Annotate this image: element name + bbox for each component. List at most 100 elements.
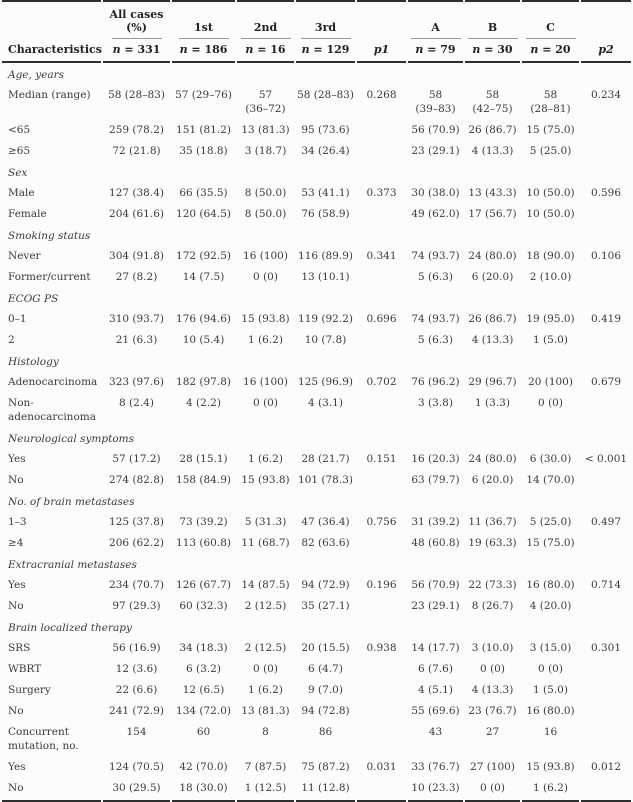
table-cell: 16 — [543, 726, 558, 738]
table-cell: 56 (70.9) — [411, 579, 460, 591]
row-label: No — [8, 600, 24, 612]
table-cell — [357, 469, 406, 490]
table-cell — [357, 392, 406, 427]
table-cell — [357, 700, 406, 721]
table-cell: 28 (15.1) — [179, 453, 228, 465]
table-cell — [581, 700, 631, 721]
n-symbol: n — [179, 43, 188, 56]
row-label: ≥65 — [8, 145, 31, 157]
table-cell: 0.012 — [590, 761, 622, 773]
table-cell: 0.938 — [366, 642, 397, 654]
table-cell: 12 (3.6) — [115, 663, 158, 675]
table-cell: 4 (13.3) — [471, 145, 514, 157]
table-cell: 182 (97.8) — [176, 376, 231, 388]
table-cell: 0.497 — [590, 516, 622, 528]
table-cell: 23 (76.7) — [468, 705, 517, 717]
table-cell: 2 (10.0) — [529, 271, 572, 283]
row-label: 1–3 — [8, 516, 27, 528]
table-cell: 14 (17.7) — [411, 642, 460, 654]
table-cell: 2 (12.5) — [244, 600, 287, 612]
table-row-yes: Yes 124 (70.5) 42 (70.0) 7 (87.5) 75 (87.2) 0… — [2, 756, 631, 777]
table-cell: 20 (100) — [528, 376, 573, 388]
table-cell: 3 (3.8) — [418, 397, 453, 409]
row-label: Median (range) — [8, 89, 91, 101]
row-label: Female — [8, 208, 47, 220]
table-cell — [357, 140, 406, 161]
table-cell: 151 (81.2) — [176, 124, 231, 136]
p1-header: p1 — [357, 39, 406, 63]
column-group-label: 3rd — [314, 21, 337, 34]
n-count-value: = 79 — [423, 43, 456, 56]
table-cell: 19 (95.0) — [526, 313, 575, 325]
table-cell: 8 (50.0) — [244, 208, 287, 220]
column-group-a: A — [408, 0, 463, 39]
table-cell: 6 (3.2) — [186, 663, 221, 675]
table-cell — [581, 721, 631, 756]
table-row-male: Male 127 (38.4) 66 (35.5) 8 (50.0) 53 (41.1)… — [2, 182, 631, 203]
table-cell: 6 (30.0) — [529, 453, 572, 465]
table-cell: 18 (90.0) — [526, 250, 575, 262]
section-row-brain-localized-therapy: Brain localized therapy — [2, 616, 631, 637]
table-cell: 35 (27.1) — [301, 600, 350, 612]
spanner-rule — [111, 36, 162, 39]
table-cell: 58 (28–83) — [297, 89, 354, 101]
table-row-65: <65 259 (78.2) 151 (81.2) 13 (81.3) 95 (73.6… — [2, 119, 631, 140]
column-group-label: All cases (%) — [109, 8, 164, 34]
column-group-label: 2nd — [253, 21, 278, 34]
table-cell: 0.268 — [366, 89, 397, 101]
n-count-header: n = 129 — [296, 39, 355, 63]
table-cell: 22 (6.6) — [115, 684, 158, 696]
table-cell: 116 (89.9) — [298, 250, 353, 262]
table-cell: 58 (42–75) — [472, 89, 513, 115]
spanner-rule — [178, 36, 229, 39]
table-cell: 0.696 — [366, 313, 397, 325]
row-label: No — [8, 705, 24, 717]
section-row-age-years: Age, years — [2, 63, 631, 84]
table-row-0-1: 0–1 310 (93.7) 176 (94.6) 15 (93.8) 119 (92.… — [2, 308, 631, 329]
row-label: 2 — [8, 334, 15, 346]
section-row-histology: Histology — [2, 350, 631, 371]
table-row-no: No 241 (72.9) 134 (72.0) 13 (81.3) 94 (72.8)… — [2, 700, 631, 721]
table-cell — [581, 532, 631, 553]
table-cell: 274 (82.8) — [109, 474, 164, 486]
table-cell: 16 (20.3) — [411, 453, 460, 465]
table-row-concurrent-mutation-no: Concurrent mutation, no. 154 60 8 86 43 27 16 — [2, 721, 631, 756]
column-group-label: 1st — [194, 21, 213, 34]
table-cell: 24 (80.0) — [468, 250, 517, 262]
row-label: Never — [8, 250, 41, 262]
table-cell: 66 (35.5) — [179, 187, 228, 199]
table-cell: 0.031 — [366, 761, 397, 773]
table-cell: 95 (73.6) — [301, 124, 350, 136]
table-header: All cases (%) 1st 2nd 3rd A B C Characteristic… — [2, 0, 631, 63]
table-cell: 55 (69.6) — [411, 705, 460, 717]
p2-header: p2 — [581, 39, 631, 63]
table-cell: 18 (30.0) — [172, 777, 235, 802]
table-cell: 1 (6.2) — [522, 777, 579, 802]
table-cell: 124 (70.5) — [109, 761, 164, 773]
row-label: 0–1 — [8, 313, 27, 325]
spanner-rule — [410, 36, 461, 39]
table-cell — [581, 203, 631, 224]
n-count-value: = 16 — [253, 43, 286, 56]
table-cell: 58 (28–83) — [108, 89, 165, 101]
column-group-spacer — [581, 0, 631, 39]
table-cell: 27 — [485, 726, 500, 738]
table-cell: 34 (18.3) — [179, 642, 228, 654]
table-cell: 4 (13.3) — [471, 684, 514, 696]
table-cell: 7 (87.5) — [244, 761, 287, 773]
table-row-surgery: Surgery 22 (6.6) 12 (6.5) 1 (6.2) 9 (7.0) 4 (… — [2, 679, 631, 700]
table-cell: 4 (5.1) — [418, 684, 453, 696]
table-cell: 6 (20.0) — [471, 474, 514, 486]
table-cell — [357, 119, 406, 140]
table-cell: 0.151 — [366, 453, 397, 465]
table-cell: 5 (31.3) — [244, 516, 287, 528]
table-cell: 3 (10.0) — [471, 642, 514, 654]
row-label: No — [8, 474, 24, 486]
table-cell: 310 (93.7) — [109, 313, 164, 325]
table-cell: 16 (80.0) — [526, 579, 575, 591]
n-count-value: = 331 — [120, 43, 161, 56]
row-label: SRS — [8, 642, 31, 654]
table-cell — [357, 266, 406, 287]
spanner-rule — [525, 36, 576, 39]
